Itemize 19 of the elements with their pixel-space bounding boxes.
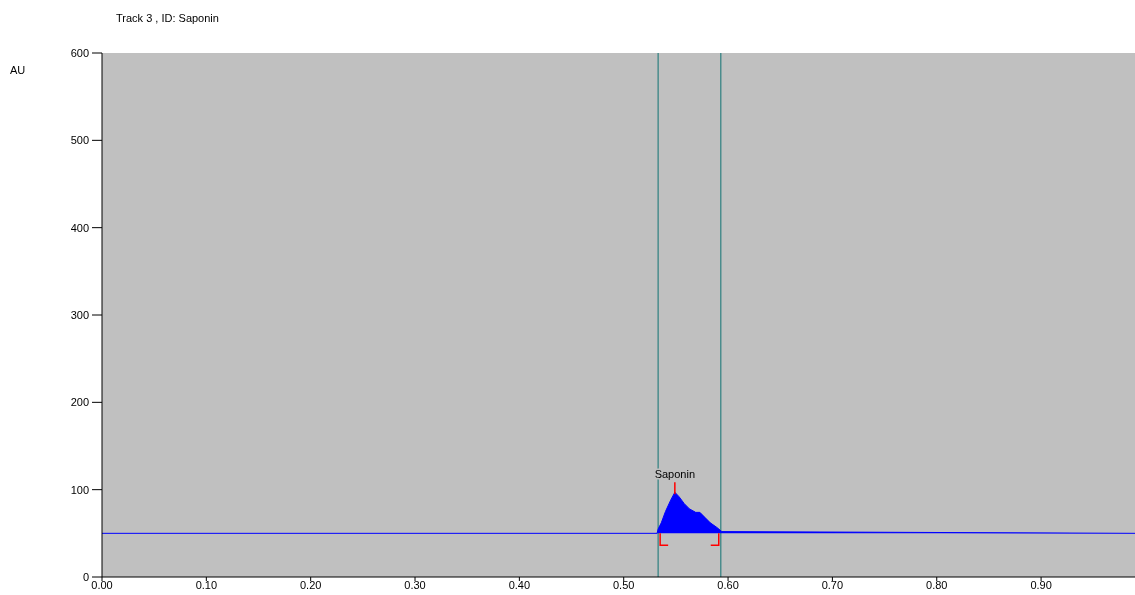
x-tick-label: 0.00 bbox=[91, 579, 113, 591]
y-tick-label: 400 bbox=[70, 221, 89, 234]
y-tick-label: 500 bbox=[70, 134, 89, 147]
y-tick-label: 100 bbox=[70, 483, 89, 496]
x-tick-label: 0.90 bbox=[1030, 579, 1052, 591]
x-tick-label: 0.60 bbox=[717, 579, 739, 591]
x-tick-label: 0.70 bbox=[821, 579, 844, 591]
x-tick-label: 0.80 bbox=[926, 579, 948, 591]
x-tick-label: 0.10 bbox=[195, 579, 218, 591]
x-tick-label: 0.40 bbox=[508, 579, 531, 591]
y-axis-title: AU bbox=[10, 64, 26, 76]
y-tick-label: 300 bbox=[70, 309, 89, 321]
y-tick-label: 600 bbox=[70, 47, 89, 59]
x-tick-label: 0.30 bbox=[404, 579, 426, 591]
y-tick-label: 0 bbox=[82, 571, 89, 583]
y-tick-label: 200 bbox=[70, 396, 89, 409]
x-tick-label: 0.50 bbox=[613, 579, 635, 591]
chart-title: Track 3 , ID: Saponin bbox=[116, 12, 219, 24]
x-tick-label: 0.20 bbox=[299, 579, 322, 591]
